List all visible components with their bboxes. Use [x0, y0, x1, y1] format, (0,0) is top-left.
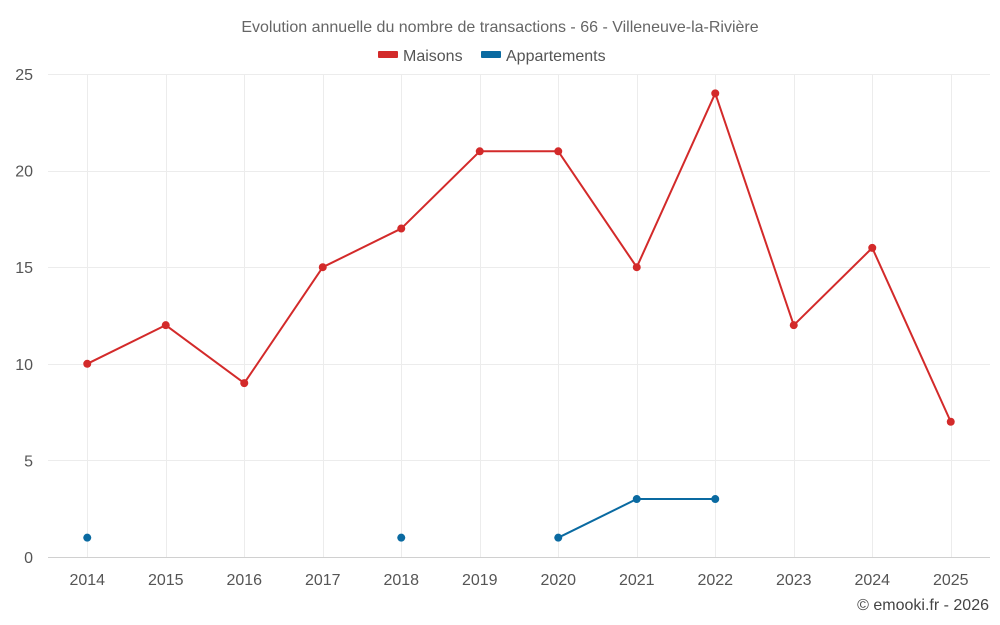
- x-tick-label: 2015: [148, 572, 184, 589]
- legend-swatch-appartements: [481, 51, 501, 58]
- data-point-maisons[interactable]: [554, 147, 563, 156]
- series-appartements: [83, 495, 720, 542]
- data-point-maisons[interactable]: [83, 359, 92, 368]
- series-maisons: [83, 89, 955, 426]
- data-point-maisons[interactable]: [711, 89, 720, 98]
- data-point-maisons[interactable]: [868, 243, 877, 252]
- data-point-appartements[interactable]: [632, 495, 641, 504]
- y-tick-label: 15: [15, 260, 33, 277]
- x-tick-label: 2020: [540, 572, 576, 589]
- y-axis-ticks: 0 5 10 15 20 25: [15, 67, 33, 567]
- data-point-appartements[interactable]: [554, 533, 563, 542]
- x-axis-ticks: 2014 2015 2016 2017 2018 2019 2020 2021 2022 2023…: [69, 572, 968, 589]
- legend-item-appartements[interactable]: Appartements: [481, 48, 606, 65]
- x-gridlines: [87, 74, 952, 557]
- x-tick-label: 2018: [383, 572, 419, 589]
- x-tick-label: 2021: [619, 572, 655, 589]
- y-tick-label: 20: [15, 164, 33, 181]
- legend-item-maisons[interactable]: Maisons: [378, 48, 463, 65]
- series-layer: [83, 89, 955, 542]
- data-point-maisons[interactable]: [397, 224, 406, 233]
- data-point-maisons[interactable]: [240, 379, 249, 388]
- x-tick-label: 2024: [854, 572, 890, 589]
- y-tick-label: 10: [15, 357, 33, 374]
- data-point-appartements[interactable]: [397, 533, 406, 542]
- x-tick-label: 2016: [226, 572, 262, 589]
- data-point-maisons[interactable]: [161, 321, 170, 330]
- data-point-maisons[interactable]: [789, 321, 798, 330]
- data-point-maisons[interactable]: [946, 417, 955, 426]
- legend-swatch-maisons: [378, 51, 398, 58]
- data-point-maisons[interactable]: [318, 263, 327, 272]
- legend-label-appartements: Appartements: [506, 48, 606, 65]
- data-point-appartements[interactable]: [83, 533, 92, 542]
- credit: © emooki.fr - 2026: [857, 597, 989, 614]
- legend-label-maisons: Maisons: [403, 48, 463, 65]
- y-tick-label: 0: [24, 550, 33, 567]
- data-point-appartements[interactable]: [711, 495, 720, 504]
- x-tick-label: 2025: [933, 572, 969, 589]
- series-line-appartements: [557, 498, 716, 539]
- y-tick-label: 5: [24, 453, 33, 470]
- data-point-maisons[interactable]: [475, 147, 484, 156]
- data-point-maisons[interactable]: [632, 263, 641, 272]
- x-tick-label: 2022: [697, 572, 733, 589]
- y-gridlines: [48, 74, 990, 461]
- chart-title: Evolution annuelle du nombre de transact…: [241, 19, 758, 36]
- series-line-maisons: [86, 92, 952, 423]
- x-tick-label: 2019: [462, 572, 498, 589]
- x-tick-label: 2014: [69, 572, 105, 589]
- x-tick-label: 2023: [776, 572, 812, 589]
- x-tick-label: 2017: [305, 572, 341, 589]
- y-tick-label: 25: [15, 67, 33, 84]
- legend: Maisons Appartements: [378, 48, 606, 65]
